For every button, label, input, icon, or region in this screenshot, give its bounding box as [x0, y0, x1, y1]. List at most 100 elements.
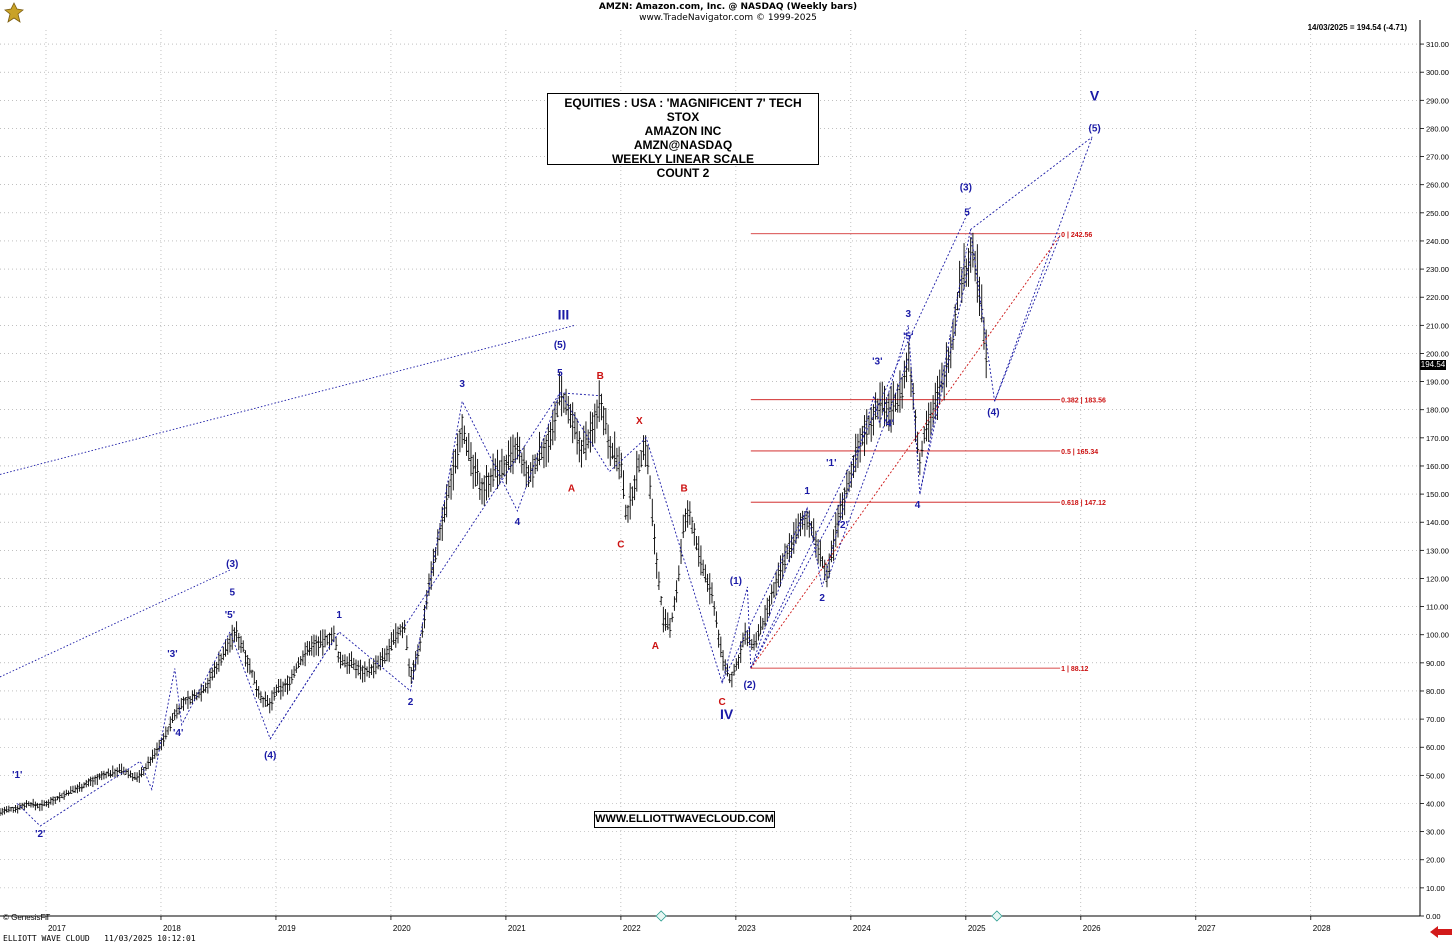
trend-line	[0, 324, 576, 475]
fibonacci-levels: 0 | 242.56 0.382 | 183.56 0.5 | 165.34 0.61…	[750, 232, 1106, 673]
x-tick-label: 2028	[1313, 924, 1331, 933]
title-line-3: AMZN@NASDAQ	[633, 138, 733, 152]
genesis-credit: © GenesisFT	[3, 913, 51, 922]
wave-label: (2)	[744, 680, 756, 691]
y-tick-label: 190.00	[1426, 378, 1449, 387]
event-marker-icon	[991, 910, 1003, 922]
wave-label: X	[636, 416, 643, 427]
wave-label: (3)	[960, 182, 972, 193]
fib-level-label: 0.618 | 147.12	[1061, 500, 1106, 507]
wave-label: 5	[229, 587, 235, 598]
y-tick-label: 290.00	[1426, 96, 1449, 105]
x-tick-label: 2017	[48, 924, 66, 933]
title-line-2: AMAZON INC	[644, 124, 722, 138]
y-tick-label: 30.00	[1426, 828, 1445, 837]
y-tick-label: 100.00	[1426, 631, 1449, 640]
y-tick-label: 170.00	[1426, 434, 1449, 443]
fib-level-label: 0 | 242.56	[1061, 232, 1092, 239]
wave-label: B	[681, 483, 688, 494]
last-price-tag: 194.54	[1420, 360, 1446, 370]
y-tick-label: 130.00	[1426, 546, 1449, 555]
y-tick-label: 120.00	[1426, 574, 1449, 583]
x-tick-label: 2024	[853, 924, 871, 933]
x-tick-label: 2027	[1198, 924, 1216, 933]
price-bars	[0, 232, 988, 816]
wave-label: C	[718, 697, 725, 708]
x-tick-label: 2023	[738, 924, 756, 933]
trend-line	[0, 569, 231, 678]
y-tick-label: 70.00	[1426, 715, 1445, 724]
wave-label: (1)	[730, 576, 742, 587]
wave-path	[919, 252, 973, 495]
wave-label: 5	[557, 368, 563, 379]
wave-label: III	[558, 307, 570, 323]
y-tick-label: 20.00	[1426, 856, 1445, 865]
title-box: EQUITIES : USA : 'MAGNIFICENT 7' TECH ST…	[547, 93, 819, 180]
y-tick-label: 240.00	[1426, 237, 1449, 246]
wave-label: '2'	[35, 829, 45, 840]
y-tick-label: 300.00	[1426, 68, 1449, 77]
wave-label: '3'	[872, 357, 882, 368]
wave-label: 3	[906, 309, 912, 320]
wave-path	[721, 508, 808, 683]
wave-label: '5'	[225, 610, 235, 621]
wave-label: 1	[336, 610, 342, 621]
wave-label: B	[597, 371, 604, 382]
y-tick-label: 250.00	[1426, 209, 1449, 218]
y-tick-label: 50.00	[1426, 771, 1445, 780]
wave-label: 1	[804, 486, 810, 497]
y-tick-label: 220.00	[1426, 293, 1449, 302]
footer-timestamp: ELLIOTT WAVE CLOUD 11/03/2025 10:12:01	[3, 934, 196, 943]
wave-label: '1'	[826, 458, 836, 469]
y-tick-label: 110.00	[1426, 603, 1448, 612]
wave-path	[970, 136, 1093, 231]
chart-header-line2: www.TradeNavigator.com © 1999-2025	[639, 13, 817, 23]
title-line-1: EQUITIES : USA : 'MAGNIFICENT 7' TECH ST…	[564, 96, 802, 124]
wave-label: (4)	[264, 750, 276, 761]
title-line-4: WEEKLY LINEAR SCALE	[611, 152, 755, 166]
x-tick-label: 2025	[968, 924, 986, 933]
x-tick-label: 2026	[1083, 924, 1101, 933]
url-box: WWW.ELLIOTTWAVECLOUD.COM	[594, 811, 775, 828]
trend-lines	[0, 324, 576, 678]
event-marker-icon	[655, 910, 667, 922]
wave-label: 3	[459, 379, 465, 390]
y-tick-label: 10.00	[1426, 884, 1445, 893]
wave-label: A	[652, 641, 659, 652]
logo-icon[interactable]	[2, 2, 26, 24]
y-tick-label: 230.00	[1426, 265, 1449, 274]
wave-label: (3)	[226, 559, 238, 570]
wave-label: 5	[964, 208, 970, 219]
y-tick-label: 260.00	[1426, 181, 1449, 190]
wave-label: '4'	[173, 728, 183, 739]
y-tick-label: 310.00	[1426, 40, 1449, 49]
wave-label: 4	[915, 500, 921, 511]
wave-label: '1'	[12, 770, 22, 781]
back-arrow-icon[interactable]	[1428, 925, 1454, 939]
wave-label: C	[617, 540, 624, 551]
y-tick-label: 150.00	[1426, 490, 1449, 499]
wave-path	[750, 451, 858, 669]
grid-layer	[0, 30, 1420, 917]
last-quote: 14/03/2025 = 194.54 (-4.71)	[1307, 23, 1407, 32]
y-tick-label: 60.00	[1426, 743, 1445, 752]
y-tick-label: 200.00	[1426, 349, 1449, 358]
fib-level-label: 0.382 | 183.56	[1061, 398, 1106, 405]
wave-path	[994, 235, 1061, 402]
x-tick-label: 2018	[163, 924, 181, 933]
wave-label: (5)	[1088, 123, 1100, 134]
y-tick-label: 0.00	[1426, 912, 1441, 921]
y-tick-label: 40.00	[1426, 799, 1445, 808]
wave-path	[856, 207, 971, 453]
wave-label: A	[568, 483, 575, 494]
wave-labels: '1' '2' '3' '4' '5' 5 (3) (4) 1 2 3 4 5 (5) III A B C X A B (…	[12, 87, 1101, 840]
fib-level-label: 0.5 | 165.34	[1061, 449, 1098, 456]
wave-label: V	[1090, 87, 1100, 103]
wave-label: '2'	[838, 520, 848, 531]
wave-path	[16, 136, 1093, 827]
y-tick-label: 280.00	[1426, 124, 1449, 133]
corrective-channel-line	[750, 235, 1061, 669]
x-tick-label: 2021	[508, 924, 526, 933]
y-tick-label: 270.00	[1426, 153, 1449, 162]
